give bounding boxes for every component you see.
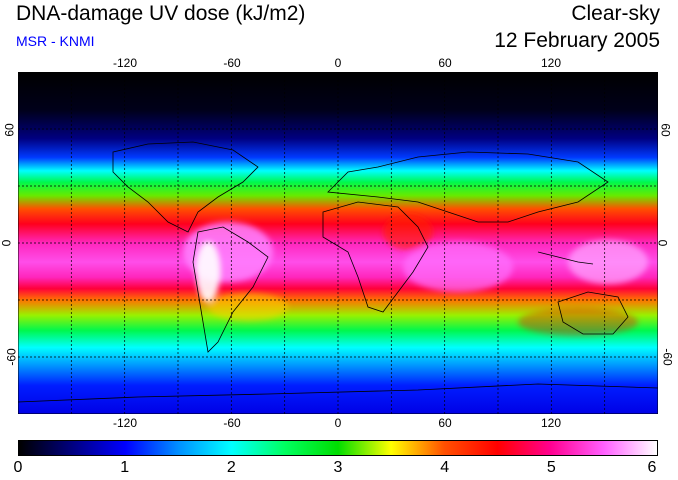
lat-tick-right: -60 (660, 348, 675, 366)
color-scale-label: 2 (226, 459, 236, 476)
lat-tick-left: 0 (0, 239, 14, 247)
uv-dose-map (18, 72, 658, 414)
lat-tick-left: 60 (2, 123, 17, 137)
lon-tick-bottom: 0 (334, 416, 342, 430)
graticule (18, 72, 658, 414)
lon-tick-top: -120 (112, 56, 138, 70)
lon-tick-top: 120 (540, 56, 562, 70)
lat-tick-left: -60 (4, 348, 19, 366)
lon-tick-top: 60 (438, 56, 452, 70)
color-scale-label: 6 (647, 459, 657, 476)
lon-tick-bottom: 60 (438, 416, 452, 430)
color-scale-bar (18, 440, 658, 456)
coastlines (18, 141, 658, 403)
lon-tick-bottom: -120 (112, 416, 138, 430)
map-title: DNA-damage UV dose (kJ/m2) (16, 2, 306, 25)
lon-tick-bottom: -60 (223, 416, 241, 430)
lon-tick-top: -60 (223, 56, 241, 70)
sky-condition-label: Clear-sky (571, 2, 660, 25)
color-scale-label: 4 (440, 459, 450, 476)
map-canvas (18, 72, 658, 414)
lon-tick-bottom: 120 (540, 416, 562, 430)
lat-tick-right: 60 (658, 123, 673, 137)
color-scale-label: 3 (333, 459, 343, 476)
lat-tick-right: 0 (655, 239, 670, 247)
color-scale-label: 5 (546, 459, 556, 476)
lon-tick-top: 0 (334, 56, 342, 70)
date-label: 12 February 2005 (494, 29, 660, 52)
color-scale-label: 1 (120, 459, 130, 476)
color-scale-label: 0 (13, 459, 23, 476)
source-label: MSR - KNMI (16, 33, 95, 49)
